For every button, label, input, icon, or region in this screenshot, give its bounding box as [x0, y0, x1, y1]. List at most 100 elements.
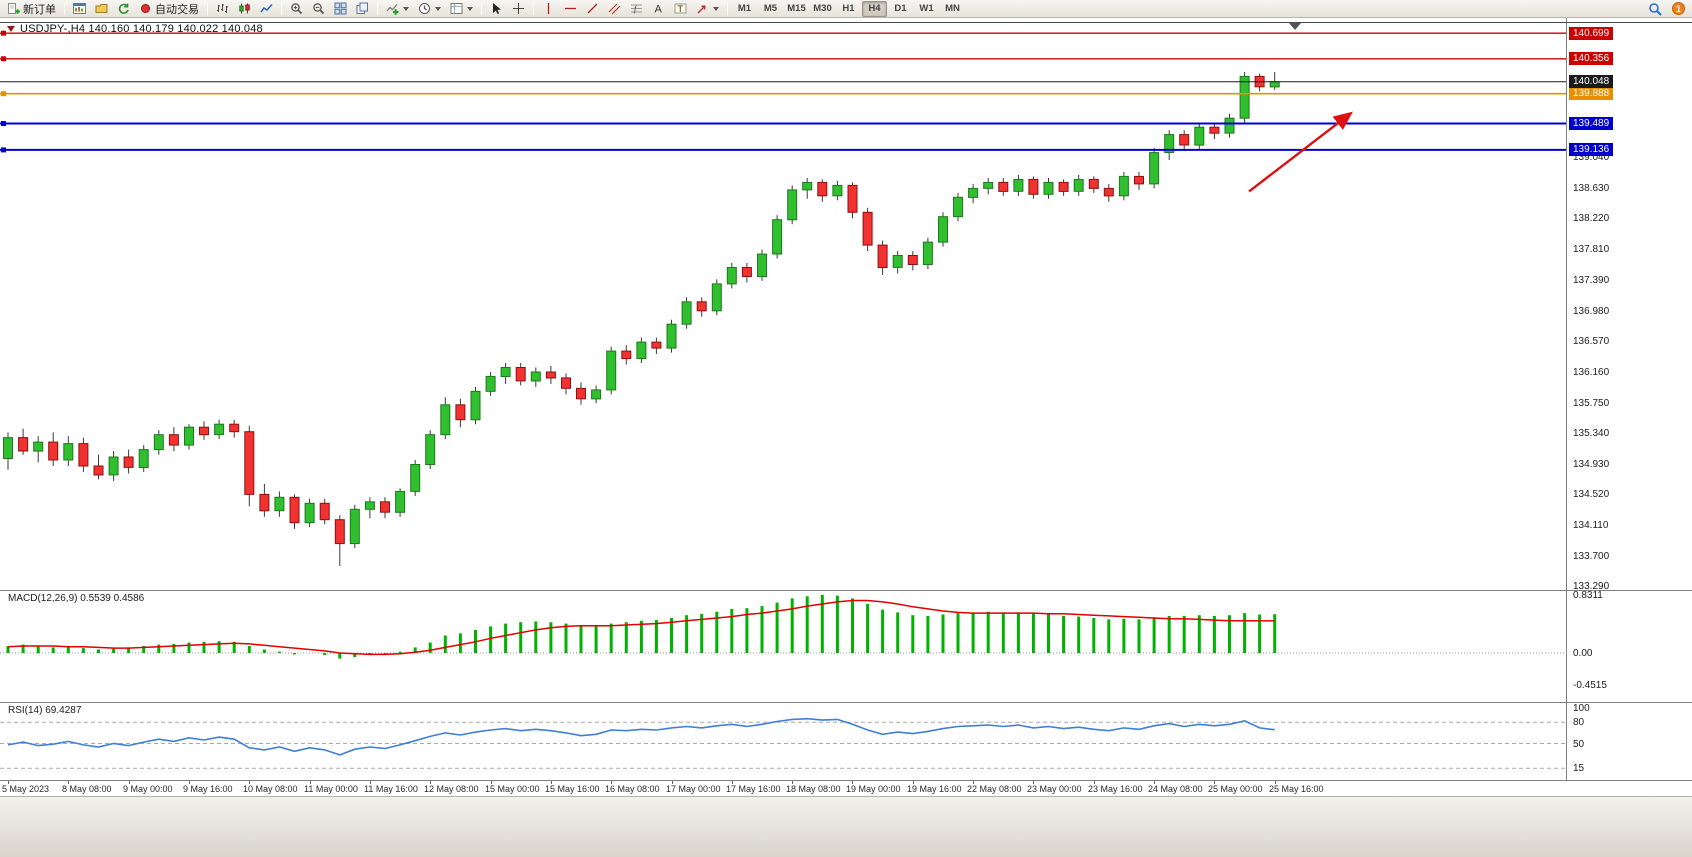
candle	[1028, 176, 1039, 199]
price-scale-label: 134.520	[1573, 489, 1610, 500]
cascade-windows-icon	[356, 2, 369, 15]
line-handle[interactable]	[1, 147, 6, 153]
time-axis-tick	[1154, 781, 1155, 784]
time-axis-tick	[430, 781, 431, 784]
bar-chart-button[interactable]	[212, 1, 233, 17]
candle	[561, 373, 571, 395]
timeframe-H1[interactable]: H1	[836, 1, 861, 17]
timeframe-M15[interactable]: M15	[784, 1, 809, 17]
trend-arrow[interactable]	[1248, 111, 1353, 193]
line-handle[interactable]	[1, 30, 6, 36]
time-axis-label: 19 May 00:00	[846, 784, 901, 794]
macd-scale-label: -0.4515	[1573, 680, 1607, 691]
time-axis-tick	[129, 781, 130, 784]
text-label-tool-button[interactable]: T	[670, 1, 691, 17]
candle	[1209, 122, 1220, 140]
candle	[636, 337, 647, 363]
line-handle[interactable]	[1, 56, 6, 62]
time-axis-tick	[792, 781, 793, 784]
equidistant-channel-icon	[608, 2, 621, 15]
candle	[922, 237, 933, 269]
candle	[349, 504, 360, 549]
arrows-tool-button[interactable]	[692, 1, 723, 17]
new-order-button[interactable]: 新订单	[3, 1, 60, 17]
price-scale-label: 137.390	[1573, 275, 1610, 286]
rsi-scale-label: 15	[1573, 763, 1585, 774]
zoom-out-button[interactable]	[308, 1, 329, 17]
time-axis-label: 25 May 00:00	[1208, 784, 1263, 794]
templates-icon	[450, 2, 463, 15]
svg-text:T: T	[678, 4, 684, 14]
cursor-button[interactable]	[486, 1, 507, 17]
price-scale-label: 136.160	[1573, 367, 1610, 378]
refresh-button[interactable]	[113, 1, 134, 17]
zoom-out-icon	[312, 2, 325, 15]
price-scale-label: 139.040	[1573, 152, 1610, 163]
price-axis[interactable]: 139.040 138.630 138.220 137.810 137.390 136.9…	[1566, 18, 1692, 780]
crosshair-button[interactable]	[508, 1, 529, 17]
timeframe-W1[interactable]: W1	[914, 1, 939, 17]
time-axis-label: 10 May 08:00	[243, 784, 298, 794]
candle	[621, 345, 632, 365]
fibonacci-tool-button[interactable]: f	[626, 1, 647, 17]
indicators-button[interactable]	[382, 1, 413, 17]
time-axis-tick	[1275, 781, 1276, 784]
macd-scale-label: 0.00	[1573, 648, 1593, 659]
candle	[304, 498, 315, 528]
rsi-panel[interactable]	[0, 702, 1566, 780]
horizontal-line-tool-button[interactable]	[560, 1, 581, 17]
line-handle[interactable]	[1, 91, 6, 97]
candlestick-chart-button[interactable]	[234, 1, 255, 17]
candle	[877, 240, 888, 275]
zoom-in-button[interactable]	[286, 1, 307, 17]
notification-badge[interactable]: 1	[1672, 2, 1685, 15]
candle	[18, 428, 29, 455]
candle	[93, 454, 104, 480]
toolbar-separator	[207, 2, 208, 15]
price-scale-label: 137.810	[1573, 244, 1610, 255]
line-chart-button[interactable]	[256, 1, 277, 17]
profiles-button[interactable]	[91, 1, 112, 17]
line-chart-icon	[260, 2, 273, 15]
chart-shift-marker[interactable]	[1289, 23, 1301, 30]
price-scale-label: 135.340	[1573, 428, 1610, 439]
timeframe-H4[interactable]: H4	[862, 0, 887, 17]
timeframe-D1[interactable]: D1	[888, 1, 913, 17]
channel-tool-button[interactable]	[604, 1, 625, 17]
main-chart[interactable]	[0, 18, 1566, 590]
chevron-down-icon	[713, 6, 719, 11]
time-axis-label: 16 May 08:00	[605, 784, 660, 794]
toolbar-separator	[533, 2, 534, 15]
macd-panel[interactable]	[0, 590, 1566, 702]
vertical-line-tool-button[interactable]	[538, 1, 559, 17]
candle	[244, 425, 255, 507]
macd-panel-separator[interactable]	[0, 590, 1692, 591]
cascade-windows-button[interactable]	[352, 1, 373, 17]
candle	[1058, 179, 1069, 196]
chart-window-button[interactable]	[69, 1, 90, 17]
chevron-down-icon	[435, 6, 441, 11]
timeframe-M5[interactable]: M5	[758, 1, 783, 17]
search-button[interactable]	[1644, 1, 1666, 17]
timeframe-MN[interactable]: MN	[940, 1, 965, 17]
line-handle[interactable]	[1, 121, 6, 126]
timeframe-M1[interactable]: M1	[732, 1, 757, 17]
periods-button[interactable]	[414, 1, 445, 17]
candle	[892, 251, 903, 274]
time-axis[interactable]: 5 May 2023 8 May 08:00 9 May 00:00 9 May 16…	[0, 780, 1692, 796]
time-axis-tick	[8, 781, 9, 784]
tile-windows-button[interactable]	[330, 1, 351, 17]
auto-trading-button[interactable]: 自动交易	[135, 1, 203, 17]
rsi-panel-separator[interactable]	[0, 702, 1692, 703]
trendline-tool-button[interactable]	[582, 1, 603, 17]
templates-button[interactable]	[446, 1, 477, 17]
vertical-line-icon	[542, 2, 555, 15]
profiles-icon	[95, 2, 108, 15]
candle	[1013, 174, 1024, 196]
candle	[440, 397, 451, 440]
text-tool-button[interactable]: A	[648, 1, 669, 17]
timeframe-M30[interactable]: M30	[810, 1, 835, 17]
time-axis-label: 5 May 2023	[2, 784, 50, 794]
candle	[1073, 174, 1084, 196]
toolbar-separator	[481, 2, 482, 15]
